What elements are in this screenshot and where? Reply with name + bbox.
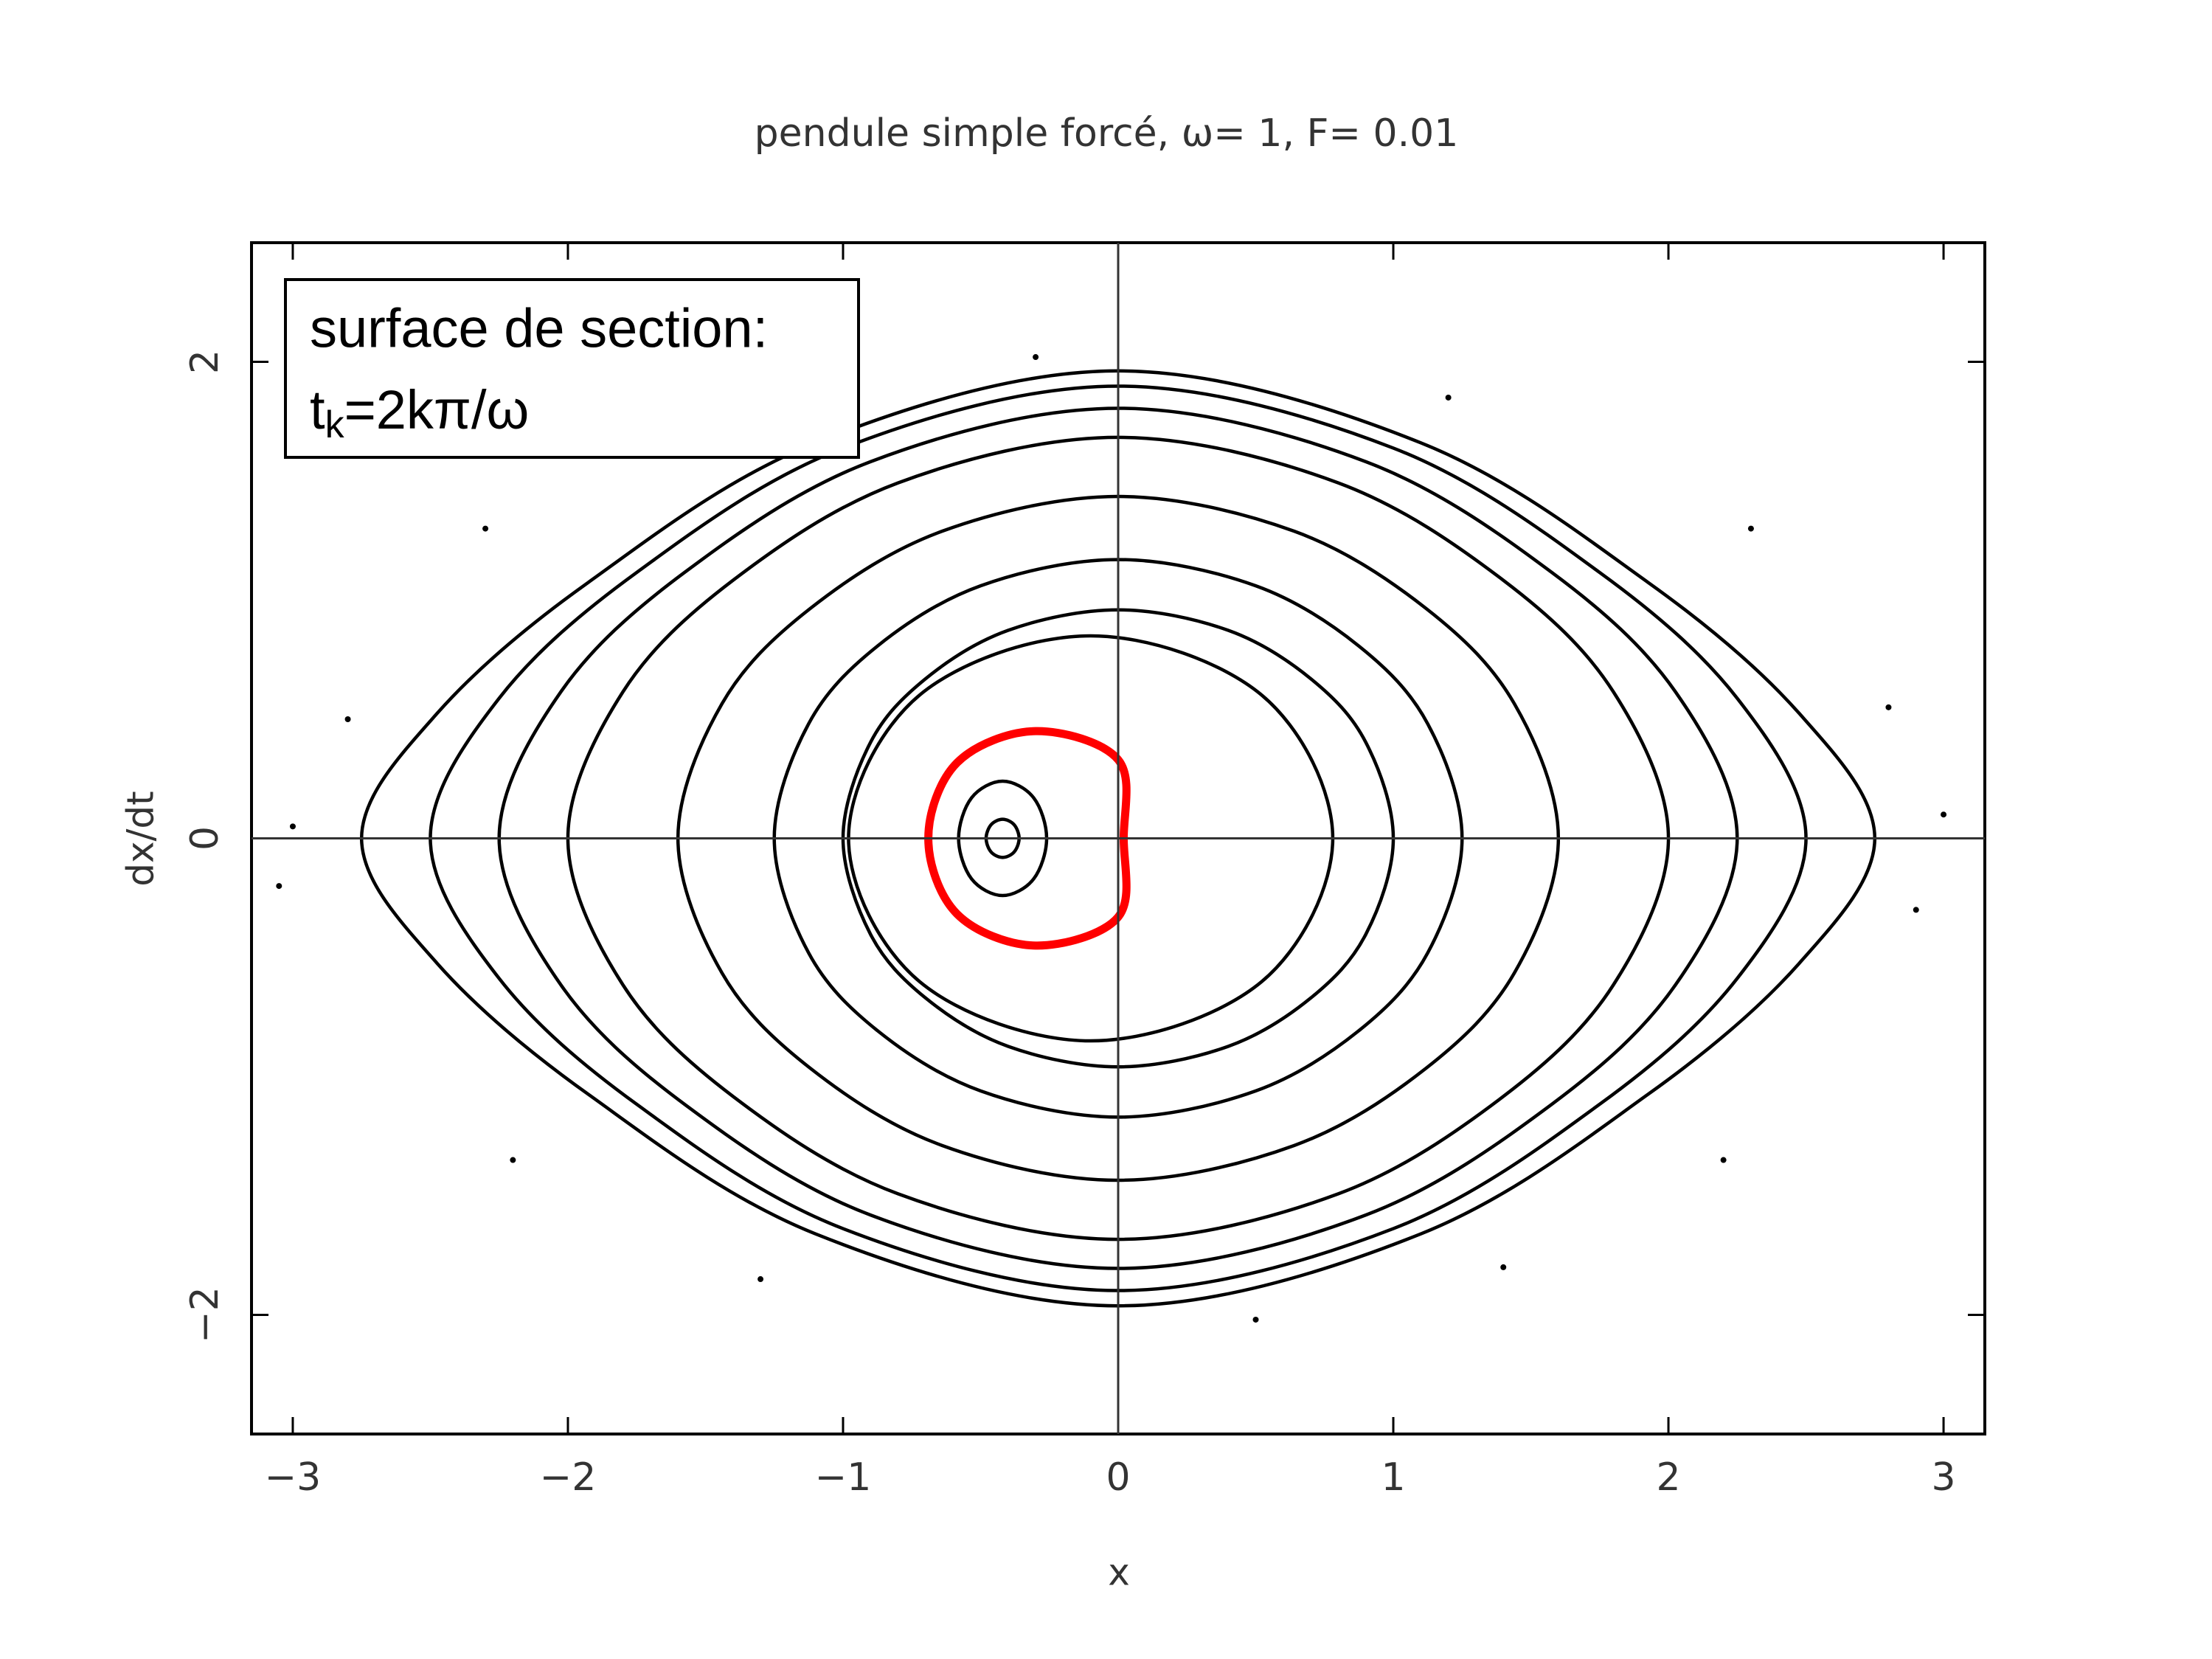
scatter-point xyxy=(757,1276,764,1283)
annotation-line: surface de section: xyxy=(310,298,768,359)
scatter-point xyxy=(1445,394,1452,401)
y-tick-label: −2 xyxy=(183,1286,227,1343)
marks xyxy=(276,354,1947,1323)
x-tick-label: 2 xyxy=(1656,1455,1680,1500)
x-tick-label: −2 xyxy=(540,1455,597,1500)
annotation-part: t xyxy=(310,379,325,440)
scatter-point xyxy=(1033,354,1039,361)
scatter-point xyxy=(1747,525,1754,532)
y-tick-label: 2 xyxy=(183,350,227,374)
x-tick-label: −1 xyxy=(815,1455,872,1500)
scatter-point xyxy=(1720,1157,1727,1163)
scatter-point xyxy=(1941,811,1947,818)
annotation-part: =2kπ/ω xyxy=(344,379,530,440)
scatter-point xyxy=(482,525,489,532)
x-tick-label: −3 xyxy=(265,1455,322,1500)
annotation-box xyxy=(284,278,860,459)
annotation-subscript: k xyxy=(325,404,345,446)
annotation-formula: tk=2kπ/ω xyxy=(310,379,529,446)
chart-title: pendule simple forcé, ω= 1, F= 0.01 xyxy=(755,111,1459,156)
scatter-point xyxy=(344,716,351,722)
y-tick-label: 0 xyxy=(183,826,227,851)
scatter-point xyxy=(276,883,282,890)
scatter-point xyxy=(1885,704,1892,710)
x-tick-label: 0 xyxy=(1106,1455,1130,1500)
scatter-point xyxy=(1913,907,1919,913)
x-tick-label: 3 xyxy=(1932,1455,1956,1500)
x-tick-label: 1 xyxy=(1381,1455,1405,1500)
scatter-point xyxy=(1252,1316,1259,1323)
scatter-point xyxy=(289,823,296,830)
y-axis-label: dx/dt xyxy=(119,791,162,887)
scatter-point xyxy=(1500,1264,1507,1270)
x-axis-label: x xyxy=(1108,1551,1130,1594)
scatter-point xyxy=(510,1157,516,1163)
